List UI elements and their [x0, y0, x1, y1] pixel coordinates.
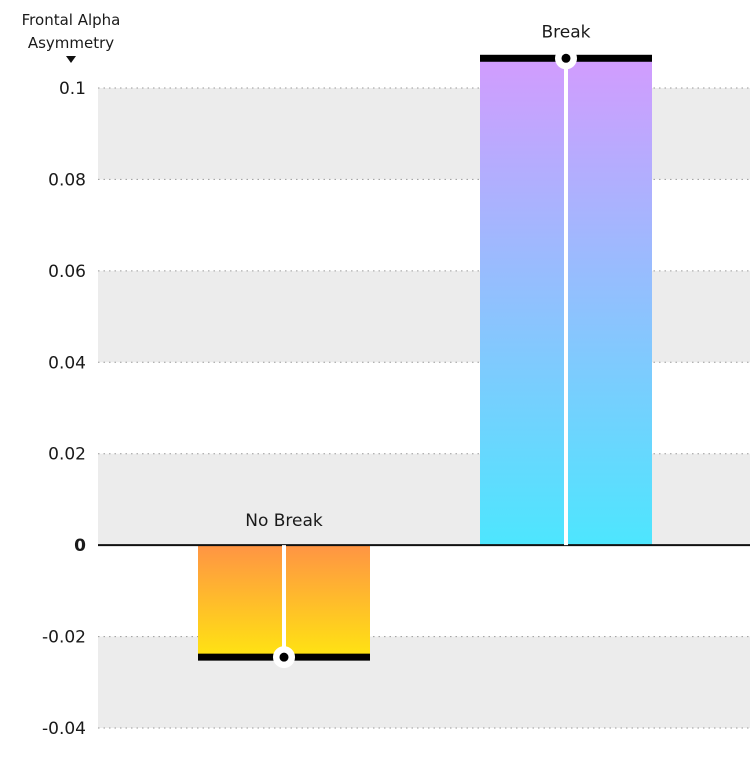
bar-marker-dot-break — [561, 53, 571, 63]
y-tick-labels: 0.1 0.08 0.06 0.04 0.02 0 -0.02 -0.04 — [42, 79, 86, 739]
grid-band — [98, 453, 750, 546]
gridlines — [98, 87, 750, 729]
y-tick-label: 0 — [74, 536, 86, 556]
y-tick-label: 0.06 — [48, 262, 86, 282]
y-tick-label: -0.04 — [42, 719, 86, 739]
grid-band — [98, 88, 750, 180]
y-tick-label: 0.1 — [59, 79, 86, 99]
y-axis-title-line-2: Asymmetry — [28, 34, 114, 52]
bar-label-break: Break — [542, 22, 591, 42]
y-tick-label: 0.04 — [48, 353, 86, 373]
bar-markers — [198, 47, 652, 669]
y-tick-label: -0.02 — [42, 628, 86, 648]
bar-label-no-break: No Break — [245, 511, 323, 531]
y-axis-title: Frontal Alpha Asymmetry — [22, 11, 121, 63]
y-tick-label: 0.02 — [48, 445, 86, 465]
y-axis-title-line-1: Frontal Alpha — [22, 11, 121, 29]
plot-background-bands — [98, 88, 750, 728]
y-tick-label: 0.08 — [48, 170, 86, 190]
y-axis-arrow-icon — [66, 56, 76, 63]
grid-band — [98, 636, 750, 728]
bar-labels: No Break Break — [245, 22, 590, 531]
grid-band — [98, 270, 750, 363]
bar-marker-dot-no-break — [279, 652, 289, 662]
